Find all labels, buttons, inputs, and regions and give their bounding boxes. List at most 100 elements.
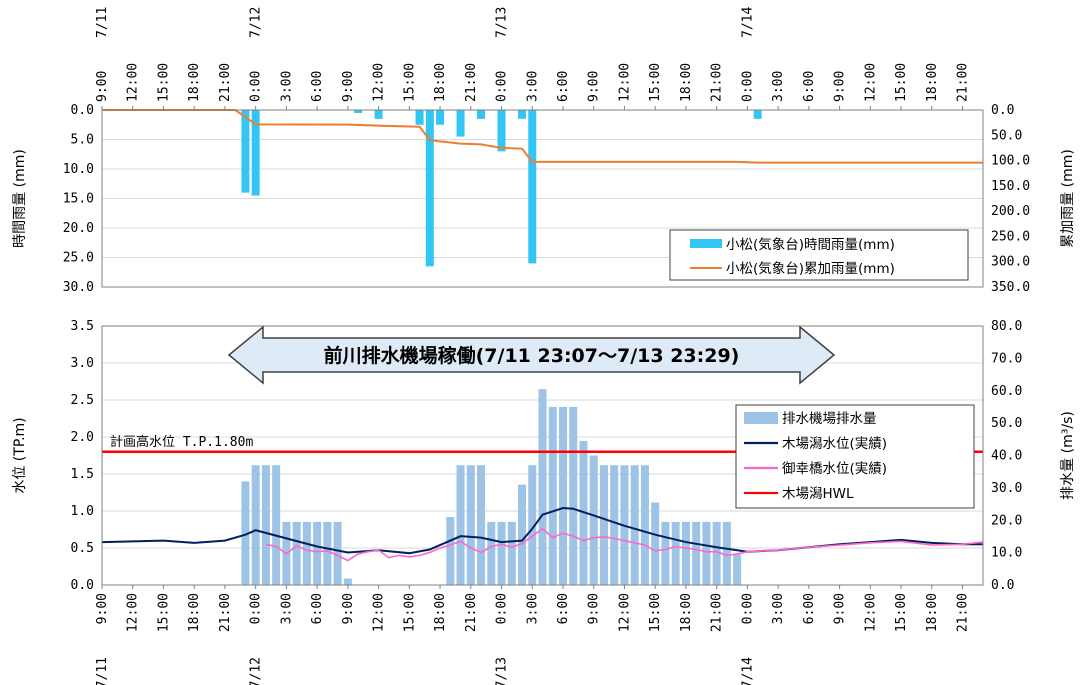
x-time-tick-label: 6:00 (556, 71, 571, 102)
pump-discharge-bar (477, 465, 485, 585)
pump-discharge-bar (293, 522, 301, 585)
x-time-tick-label: 18:00 (679, 63, 694, 102)
x-date-tick-label: 7/13 (495, 657, 510, 685)
y-right-tick-label: 300.0 (991, 255, 1030, 270)
pump-discharge-bar (467, 465, 475, 585)
x-time-tick-label: 18:00 (925, 593, 940, 632)
hourly-rainfall-bar (754, 110, 762, 119)
x-time-tick-label: 3:00 (525, 593, 540, 624)
pump-discharge-bar (344, 579, 352, 585)
rainfall-y-right-title: 累加雨量 (mm) (1060, 149, 1076, 248)
hourly-rainfall-bar (241, 110, 249, 193)
x-time-tick-label: 12:00 (126, 593, 141, 632)
y-right-tick-label: 250.0 (991, 229, 1030, 244)
legend-swatch-pump-discharge (744, 412, 778, 424)
hourly-rainfall-bar (416, 110, 424, 125)
x-time-tick-label: 9:00 (95, 593, 110, 624)
pump-discharge-bar (323, 522, 331, 585)
y-left-tick-label: 2.0 (71, 430, 94, 445)
x-date-tick-label: 7/14 (740, 657, 755, 685)
x-time-tick-label: 15:00 (156, 63, 171, 102)
pump-discharge-bar (610, 465, 618, 585)
hourly-rainfall-bar (518, 110, 526, 119)
x-date-tick-label: 7/14 (740, 7, 755, 38)
rainfall-y-left-title: 時間雨量 (mm) (12, 149, 28, 248)
x-time-tick-label: 15:00 (648, 593, 663, 632)
x-time-tick-label: 12:00 (863, 63, 878, 102)
pump-discharge-bar (590, 456, 598, 586)
pump-discharge-bar (692, 522, 700, 585)
x-time-tick-label: 3:00 (771, 71, 786, 102)
x-time-tick-label: 15:00 (402, 593, 417, 632)
pump-discharge-bar (682, 522, 690, 585)
hourly-rainfall-bar (457, 110, 465, 137)
y-right-tick-label: 80.0 (991, 319, 1022, 334)
legend-label: 木場潟水位(実績) (782, 436, 887, 452)
pump-discharge-bar (262, 465, 270, 585)
pump-discharge-bar (252, 465, 260, 585)
x-time-tick-label: 18:00 (187, 593, 202, 632)
x-time-tick-label: 9:00 (587, 71, 602, 102)
x-date-tick-label: 7/12 (249, 7, 264, 38)
y-right-tick-label: 200.0 (991, 204, 1030, 219)
pump-discharge-bar (569, 407, 577, 585)
y-right-tick-label: 0.0 (991, 103, 1014, 118)
hourly-rainfall-bar (477, 110, 485, 119)
x-time-tick-label: 18:00 (679, 593, 694, 632)
pump-discharge-bar (672, 522, 680, 585)
x-time-tick-label: 12:00 (863, 593, 878, 632)
y-right-tick-label: 150.0 (991, 179, 1030, 194)
x-time-tick-label: 0:00 (249, 593, 264, 624)
x-time-tick-label: 0:00 (740, 593, 755, 624)
pump-discharge-bar (641, 465, 649, 585)
pump-discharge-bar (487, 522, 495, 585)
y-left-tick-label: 1.5 (71, 467, 94, 482)
pump-discharge-bar (446, 517, 454, 585)
x-time-tick-label: 18:00 (433, 63, 448, 102)
x-time-tick-label: 15:00 (156, 593, 171, 632)
x-time-tick-label: 15:00 (894, 593, 909, 632)
hourly-rainfall-bar (436, 110, 444, 125)
y-right-tick-label: 20.0 (991, 513, 1022, 528)
x-date-tick-label: 7/13 (495, 7, 510, 38)
pump-discharge-bar (518, 485, 526, 585)
y-left-tick-label: 0.0 (71, 103, 94, 118)
x-date-tick-label: 7/11 (95, 7, 110, 38)
y-left-tick-label: 20.0 (63, 221, 94, 236)
y-right-tick-label: 40.0 (991, 449, 1022, 464)
x-time-tick-label: 0:00 (495, 71, 510, 102)
x-date-tick-label: 7/12 (249, 657, 264, 685)
x-time-tick-label: 15:00 (894, 63, 909, 102)
y-left-tick-label: 0.0 (71, 578, 94, 593)
x-time-tick-label: 3:00 (771, 593, 786, 624)
x-time-tick-label: 3:00 (279, 71, 294, 102)
x-time-tick-label: 9:00 (95, 71, 110, 102)
pump-discharge-bar (498, 522, 506, 585)
x-time-tick-label: 9:00 (341, 593, 356, 624)
legend-label: 小松(気象台)累加雨量(mm) (726, 261, 895, 277)
x-time-tick-label: 0:00 (495, 593, 510, 624)
pump-discharge-bar (723, 522, 731, 585)
pump-discharge-bar (661, 522, 669, 585)
pump-discharge-bar (303, 522, 311, 585)
x-time-tick-label: 0:00 (740, 71, 755, 102)
x-time-tick-label: 21:00 (218, 63, 233, 102)
x-time-tick-label: 18:00 (187, 63, 202, 102)
pump-discharge-bar (600, 465, 608, 585)
legend-label: 排水機場排水量 (782, 411, 877, 427)
pump-discharge-bar (508, 522, 516, 585)
x-time-tick-label: 21:00 (464, 593, 479, 632)
pump-discharge-bar (702, 522, 710, 585)
x-time-tick-label: 9:00 (587, 593, 602, 624)
y-left-tick-label: 15.0 (63, 192, 94, 207)
y-left-tick-label: 2.5 (71, 393, 94, 408)
x-time-tick-label: 18:00 (433, 593, 448, 632)
y-right-tick-label: 70.0 (991, 351, 1022, 366)
x-time-tick-label: 21:00 (956, 63, 971, 102)
x-time-tick-label: 6:00 (310, 593, 325, 624)
x-time-tick-label: 21:00 (464, 63, 479, 102)
water-level-y-left-title: 水位 (TP.m) (12, 417, 28, 493)
discharge-y-right-title: 排水量 (m³/s) (1060, 411, 1076, 500)
y-left-tick-label: 3.0 (71, 356, 94, 371)
